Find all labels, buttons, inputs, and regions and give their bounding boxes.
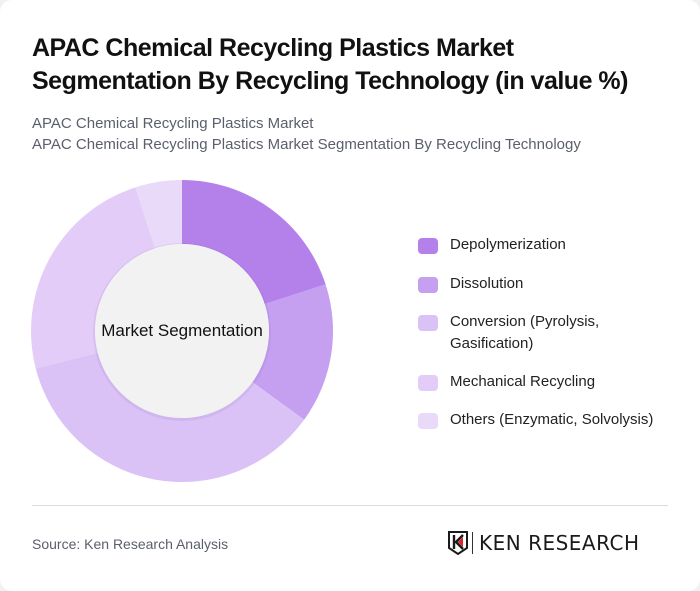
legend-label: Conversion (Pyrolysis, Gasification) — [450, 313, 600, 352]
donut-slice[interactable] — [35, 352, 305, 482]
donut-slice[interactable] — [31, 187, 156, 369]
donut-slice[interactable] — [182, 180, 326, 305]
subtitle-market: APAC Chemical Recycling Plastics Market — [32, 115, 314, 132]
logo-wordmark: KEN RESEARCH — [479, 531, 640, 555]
donut-slice[interactable] — [252, 284, 333, 420]
legend-label: Dissolution — [450, 275, 524, 292]
donut-hole — [95, 244, 269, 418]
chart-title: APAC Chemical Recycling Plastics Market … — [32, 34, 628, 95]
legend-item-conversion[interactable]: Conversion (Pyrolysis, Gasification) — [418, 311, 688, 371]
legend-swatch — [418, 413, 438, 429]
legend-swatch — [418, 375, 438, 391]
legend-label: Mechanical Recycling — [450, 373, 596, 390]
donut-chart — [30, 179, 334, 483]
legend-swatch — [418, 277, 438, 293]
legend-swatch — [418, 238, 438, 254]
logo-separator — [472, 532, 473, 554]
donut-slice[interactable] — [135, 180, 182, 249]
footer-divider — [32, 505, 668, 506]
legend-label: Depolymerization — [450, 236, 566, 253]
legend-label: Others (Enzymatic, Solvolysis) — [450, 411, 654, 428]
ken-research-logo: KEN RESEARCH — [448, 531, 640, 555]
legend-item-others[interactable]: Others (Enzymatic, Solvolysis) — [418, 409, 688, 439]
legend-item-mechanical-recycling[interactable]: Mechanical Recycling — [418, 371, 688, 409]
legend-item-depolymerization[interactable]: Depolymerization — [418, 234, 688, 273]
donut-svg — [31, 180, 333, 482]
legend-item-dissolution[interactable]: Dissolution — [418, 273, 688, 311]
subtitle-segmentation: APAC Chemical Recycling Plastics Market … — [32, 136, 581, 153]
ken-research-shield-icon — [448, 531, 468, 555]
subtitle: APAC Chemical Recycling Plastics Market … — [32, 113, 581, 155]
legend: Depolymerization Dissolution Conversion … — [418, 234, 688, 439]
source-note: Source: Ken Research Analysis — [32, 536, 229, 552]
legend-swatch — [418, 315, 438, 331]
